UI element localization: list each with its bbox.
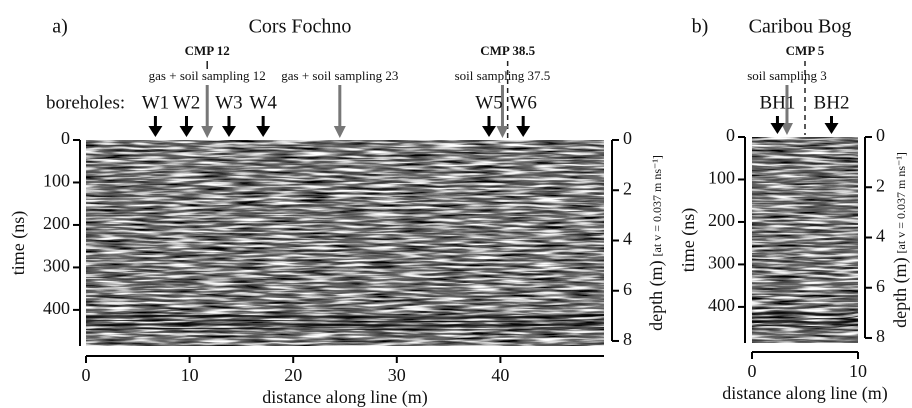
cmp-label: CMP 12 [185, 43, 230, 58]
borehole-label: W6 [509, 92, 536, 113]
borehole-arrow-head [824, 123, 839, 134]
reflector [751, 319, 859, 324]
x-tick-label: 20 [284, 365, 302, 385]
cmp-marker: CMP 5 [786, 43, 825, 135]
cmp-marker: CMP 12 [185, 43, 230, 69]
cmp-label: CMP 5 [786, 43, 825, 58]
borehole-label: W1 [142, 92, 169, 113]
sampling-marker: soil sampling 3 [747, 68, 827, 135]
y2-tick-label: 0 [876, 125, 885, 145]
borehole-marker: W6 [509, 92, 537, 137]
reflector [85, 322, 605, 327]
y2-axis-label-note: [at v = 0.037 m ns⁻¹] [650, 155, 664, 256]
y-tick-label: 200 [708, 210, 735, 230]
borehole-label: W5 [475, 92, 502, 113]
borehole-label: BH1 [759, 92, 795, 113]
y2-axis-label-main: depth (m) [646, 260, 667, 330]
borehole-marker: W3 [215, 92, 243, 137]
reflector [85, 327, 605, 331]
y2-axis-label-note: [at v = 0.037 m ns⁻¹] [894, 152, 908, 253]
panel-title: Cors Fochno [249, 16, 352, 38]
x-tick-label: 30 [388, 365, 406, 385]
borehole-label: BH2 [814, 92, 850, 113]
borehole-label: W4 [249, 92, 277, 113]
panel-title: Caribou Bog [749, 16, 852, 38]
borehole-label: W3 [215, 92, 242, 113]
x-tick-label: 0 [82, 365, 91, 385]
borehole-label: W2 [173, 92, 200, 113]
radargram-image [86, 140, 604, 346]
y2-axis-label: depth (m) [at v = 0.037 m ns⁻¹] [646, 155, 667, 331]
sampling-marker: gas + soil sampling 12 [149, 68, 266, 138]
reflector [751, 315, 859, 320]
cmp-marker: CMP 38.5 [480, 43, 536, 138]
sampling-arrow-head [496, 126, 509, 138]
panel-label: b) [692, 16, 709, 38]
y-tick-label: 300 [43, 256, 70, 276]
panel-label: a) [52, 16, 68, 38]
sampling-label: soil sampling 3 [747, 68, 826, 83]
borehole-marker: BH1 [759, 92, 795, 134]
reflector [85, 314, 605, 319]
y2-tick-label: 0 [623, 128, 632, 148]
y2-tick-label: 4 [623, 229, 632, 249]
radargram-image [752, 137, 858, 343]
borehole-marker: W4 [249, 92, 277, 137]
x-tick-label: 10 [849, 361, 867, 381]
sampling-arrow-head [780, 123, 793, 135]
borehole-marker: W5 [475, 92, 503, 137]
x-tick-label: 10 [181, 365, 199, 385]
x-axis-label: distance along line (m) [262, 387, 427, 408]
borehole-arrow-head [516, 126, 531, 137]
y2-tick-label: 6 [876, 276, 885, 296]
sampling-label: gas + soil sampling 12 [149, 68, 266, 83]
borehole-arrow-head [221, 126, 236, 137]
sampling-marker: soil sampling 37.5 [455, 68, 551, 138]
boreholes-label: boreholes: [46, 92, 125, 113]
borehole-arrow-head [179, 126, 194, 137]
cmp-label: CMP 38.5 [480, 43, 535, 58]
y-tick-label: 0 [61, 128, 70, 148]
y2-tick-label: 6 [623, 279, 632, 299]
y2-axis-label-main: depth (m) [890, 257, 911, 327]
borehole-arrow-head [770, 123, 785, 134]
x-axis-label: distance along line (m) [722, 383, 887, 404]
borehole-marker: BH2 [814, 92, 850, 134]
y-tick-label: 0 [726, 125, 735, 145]
x-tick-label: 40 [491, 365, 509, 385]
reflector [751, 324, 859, 328]
y-tick-label: 200 [43, 213, 70, 233]
y2-tick-label: 4 [876, 226, 885, 246]
y2-tick-label: 8 [876, 326, 885, 346]
y-tick-label: 100 [43, 171, 70, 191]
x-tick-label: 0 [748, 361, 757, 381]
y2-tick-label: 8 [623, 329, 632, 349]
borehole-marker: W1 [142, 92, 169, 137]
y-axis-label: time (ns) [8, 211, 29, 276]
sampling-marker: gas + soil sampling 23 [281, 68, 398, 138]
y-tick-label: 300 [708, 253, 735, 273]
y2-tick-label: 2 [876, 175, 885, 195]
y-axis-label: time (ns) [678, 208, 699, 273]
borehole-arrow-head [148, 126, 163, 137]
borehole-marker: W2 [173, 92, 200, 137]
sampling-label: gas + soil sampling 23 [281, 68, 398, 83]
reflector [85, 318, 605, 323]
reflector [751, 311, 859, 316]
y-tick-label: 400 [708, 295, 735, 315]
y2-axis-label: depth (m) [at v = 0.037 m ns⁻¹] [890, 152, 911, 328]
y2-tick-label: 2 [623, 178, 632, 198]
y-tick-label: 100 [708, 168, 735, 188]
sampling-arrow-head [201, 126, 214, 138]
y-tick-label: 400 [43, 298, 70, 318]
sampling-label: soil sampling 37.5 [455, 68, 551, 83]
sampling-arrow-head [333, 126, 346, 138]
borehole-arrow-head [482, 126, 497, 137]
borehole-arrow-head [256, 126, 271, 137]
